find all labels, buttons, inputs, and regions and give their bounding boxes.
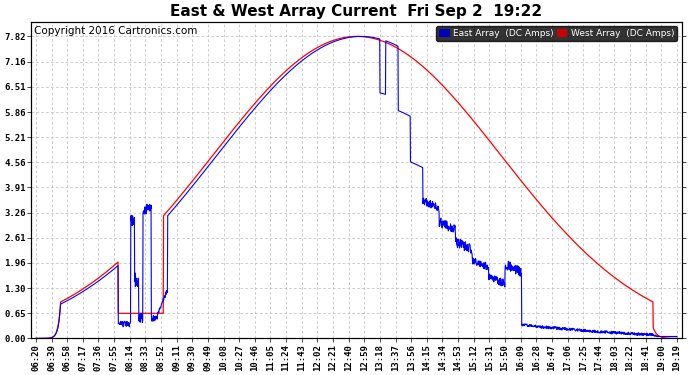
Text: Copyright 2016 Cartronics.com: Copyright 2016 Cartronics.com <box>34 27 198 36</box>
Title: East & West Array Current  Fri Sep 2  19:22: East & West Array Current Fri Sep 2 19:2… <box>170 4 542 19</box>
Legend: East Array  (DC Amps), West Array  (DC Amps): East Array (DC Amps), West Array (DC Amp… <box>436 26 677 40</box>
